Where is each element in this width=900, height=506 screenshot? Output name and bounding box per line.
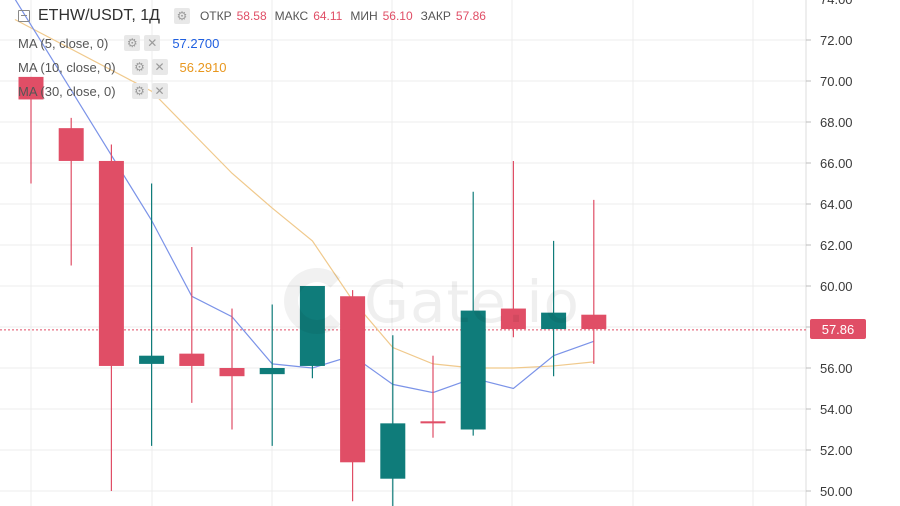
gear-icon[interactable]: ⚙ [131,59,148,75]
close-icon[interactable]: ✕ [151,83,168,99]
indicator-name: MA (30, close, 0) [18,83,116,99]
candle-body [581,314,607,330]
candle-body [18,76,44,100]
high-label: МАКС [274,9,309,23]
y-tick-label: 54.00 [820,402,853,417]
gear-icon[interactable]: ⚙ [124,35,141,51]
y-tick-label: 52.00 [820,443,853,458]
close-value: 57.86 [455,9,486,23]
candle-body [98,160,124,366]
candle-body [139,355,165,364]
open-label: ОТКР [199,9,232,23]
y-tick-label: 72.00 [820,33,853,48]
close-icon[interactable]: ✕ [151,59,168,75]
low-label: МИН [350,9,378,23]
y-tick-label: 70.00 [820,74,853,89]
y-tick-label: 74.00 [820,0,853,7]
candle-body [340,296,366,463]
indicator-value: 57.2700 [172,35,220,51]
y-tick-label: 50.00 [820,484,853,499]
symbol-label: ETHW/USDT, 1Д [38,7,160,24]
y-tick-label: 56.00 [820,361,853,376]
candle-body [380,423,406,479]
candle-body [500,308,526,330]
candle-body [420,421,446,424]
indicator-name: MA (10, close, 0) [18,59,116,75]
y-tick-label: 62.00 [820,238,853,253]
high-value: 64.11 [313,9,343,23]
indicator-name: MA (5, close, 0) [18,35,109,51]
indicator-ma10[interactable]: MA (10, close, 0) ⚙ ✕ 56.2910 [18,57,227,77]
symbol-row: ETHW/USDT, 1Д ⚙ ОТКР 58.58 МАКС 64.11 МИ… [18,6,486,26]
close-icon[interactable]: ✕ [144,35,161,51]
gear-icon[interactable]: ⚙ [131,83,148,99]
indicator-ma30[interactable]: MA (30, close, 0) ⚙ ✕ [18,81,170,101]
low-value: 56.10 [382,9,413,23]
y-tick-label: 64.00 [820,197,853,212]
gear-icon[interactable]: ⚙ [173,8,190,24]
y-tick-label: 60.00 [820,279,853,294]
watermark: Gate.io [364,268,580,336]
y-tick-label: 66.00 [820,156,853,171]
candle-body [58,128,84,161]
watermark-logo [284,268,350,334]
close-label: ЗАКР [420,9,451,23]
indicator-value: 56.2910 [179,59,227,75]
candle-body [541,312,567,330]
candle-body [259,368,285,375]
last-price-badge: 57.86 [810,319,866,339]
collapse-icon[interactable] [18,10,30,22]
indicator-ma5[interactable]: MA (5, close, 0) ⚙ ✕ 57.2700 [18,33,219,53]
open-value: 58.58 [236,9,267,23]
candle-body [460,310,486,430]
candle-body [219,368,245,377]
y-tick-label: 68.00 [820,115,853,130]
candle-body [179,353,205,366]
